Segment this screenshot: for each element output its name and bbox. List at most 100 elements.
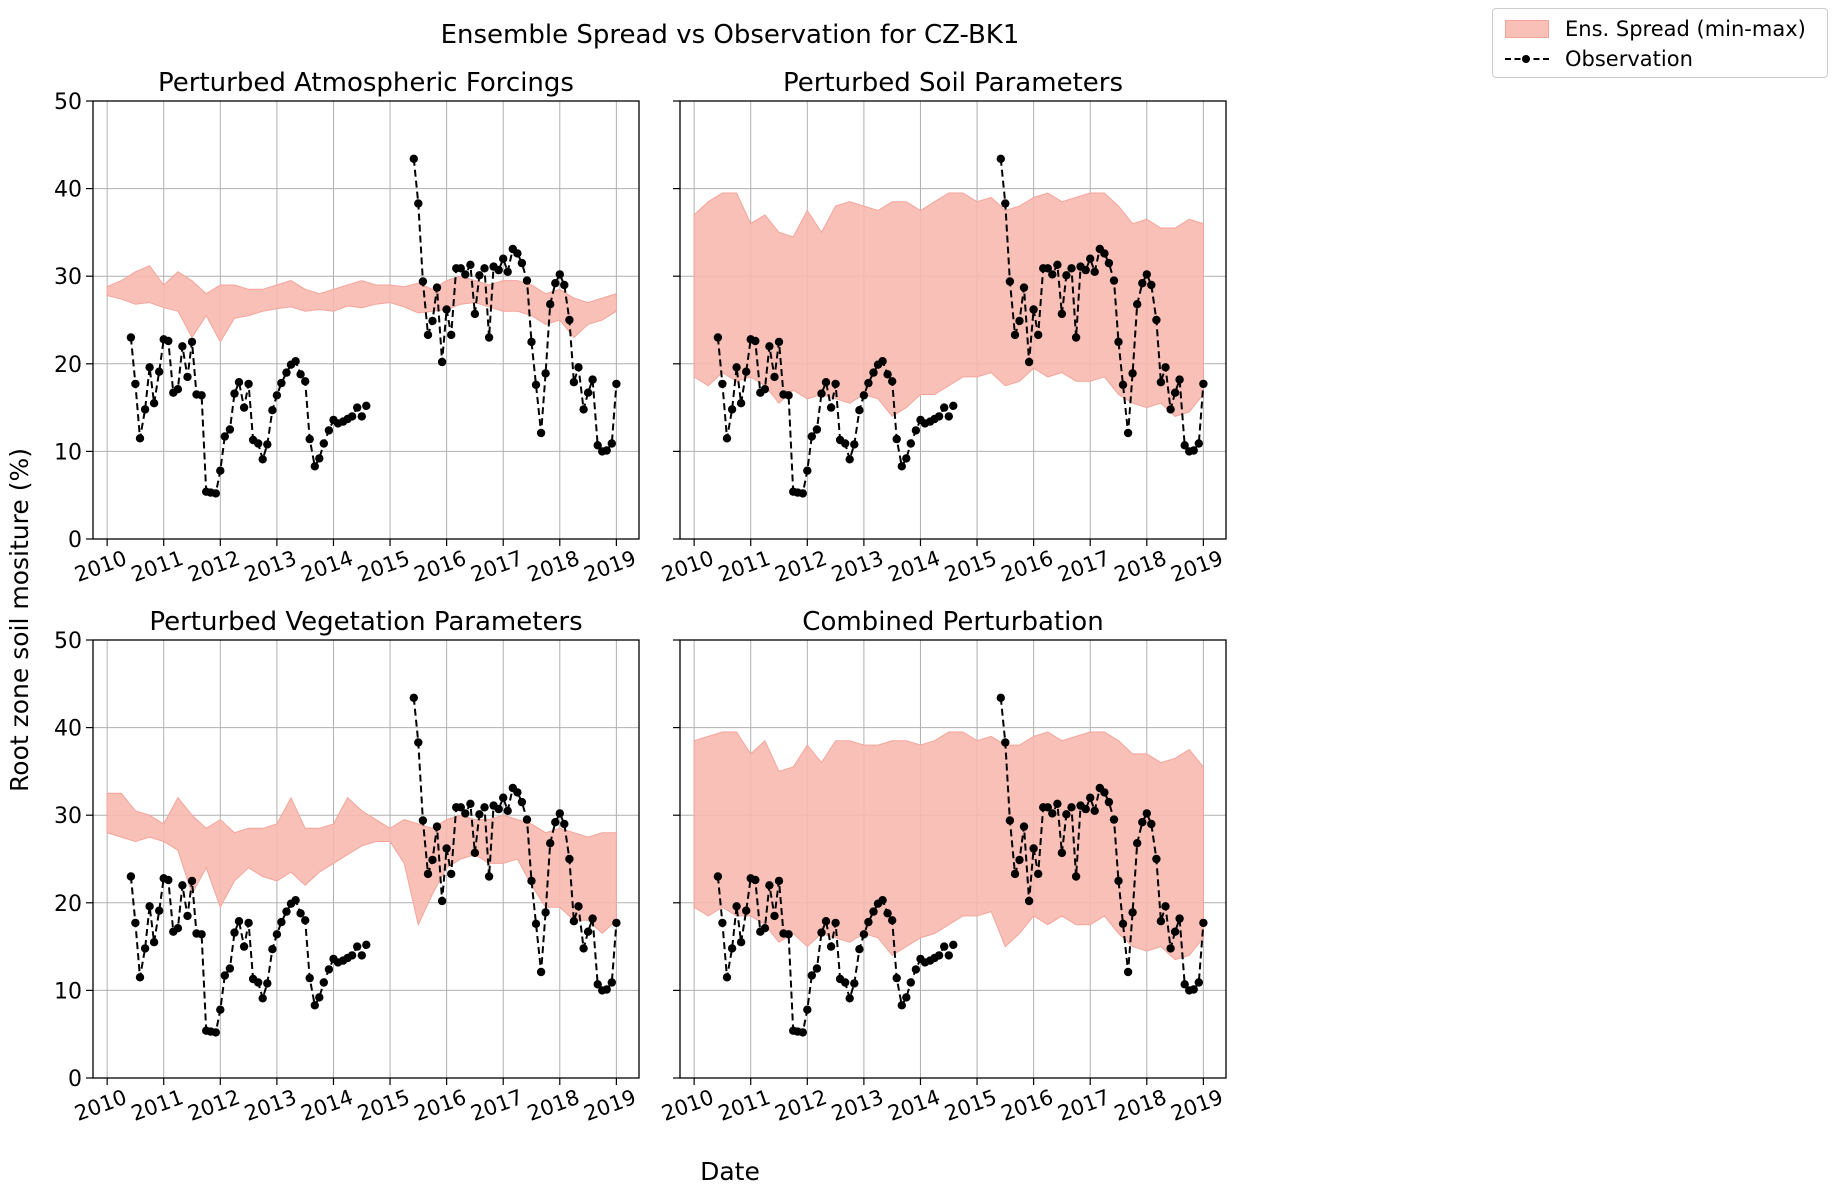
axes-frame bbox=[92, 639, 640, 1079]
x-tick-label: 2017 bbox=[468, 1085, 526, 1126]
observation-point bbox=[1123, 967, 1133, 977]
x-tick-label: 2010 bbox=[659, 546, 717, 587]
observation-point bbox=[1053, 260, 1062, 269]
observation-point bbox=[555, 809, 564, 818]
observation-point bbox=[727, 405, 737, 414]
observation-point bbox=[1180, 980, 1189, 989]
observation-point bbox=[1128, 369, 1137, 378]
observation-point bbox=[178, 342, 187, 351]
observation-point bbox=[807, 432, 816, 441]
observation-point bbox=[140, 944, 150, 953]
observation-point bbox=[803, 466, 812, 475]
panel-title: Perturbed Vegetation Parameters bbox=[149, 607, 582, 637]
observation-point bbox=[414, 199, 423, 208]
ensemble-spread-band bbox=[106, 265, 617, 343]
panel-title: Perturbed Soil Parameters bbox=[783, 68, 1123, 98]
observation-point bbox=[319, 439, 328, 448]
observation-point bbox=[282, 907, 291, 916]
observation-point bbox=[864, 917, 873, 927]
observation-point bbox=[254, 978, 263, 987]
observation-point bbox=[268, 945, 277, 954]
x-tick-label: 2011 bbox=[128, 1085, 186, 1126]
observation-point bbox=[536, 967, 546, 977]
observation-point bbox=[461, 809, 470, 818]
x-tick-label: 2014 bbox=[885, 1085, 943, 1126]
observation-point bbox=[310, 462, 319, 471]
observation-point bbox=[409, 693, 418, 702]
y-tick-label: 10 bbox=[54, 440, 82, 465]
observation-point bbox=[484, 333, 494, 342]
x-tick-label: 2016 bbox=[998, 1085, 1056, 1126]
observation-point bbox=[1062, 810, 1071, 819]
observation-point bbox=[517, 797, 527, 807]
observation-point bbox=[1180, 441, 1189, 450]
observation-point bbox=[301, 916, 310, 925]
x-tick-label: 2015 bbox=[941, 546, 999, 587]
observation-point bbox=[602, 446, 611, 455]
observation-point bbox=[1010, 869, 1020, 879]
observation-point bbox=[263, 440, 272, 449]
observation-point bbox=[1152, 854, 1161, 864]
observation-point bbox=[187, 876, 197, 886]
observation-point bbox=[1109, 276, 1119, 285]
observation-point bbox=[1166, 944, 1175, 953]
observation-point bbox=[183, 911, 192, 921]
x-tick-label: 2016 bbox=[411, 546, 469, 587]
observation-point bbox=[437, 357, 447, 367]
observation-point bbox=[531, 380, 541, 389]
observation-point bbox=[602, 985, 611, 994]
observation-point bbox=[1024, 357, 1034, 367]
observation-point bbox=[855, 406, 864, 415]
observation-point bbox=[1156, 917, 1166, 926]
observation-point bbox=[551, 818, 560, 827]
x-tick-label: 2011 bbox=[715, 546, 773, 587]
x-tick-label: 2014 bbox=[298, 546, 356, 587]
observation-point bbox=[517, 258, 527, 268]
observation-point bbox=[1057, 848, 1067, 858]
observation-point bbox=[546, 300, 555, 309]
x-tick-label: 2013 bbox=[241, 1085, 299, 1126]
observation-point bbox=[612, 379, 621, 389]
observation-point bbox=[859, 391, 869, 400]
observation-point bbox=[798, 489, 807, 498]
observation-point bbox=[466, 799, 475, 808]
panel-perturbed-soil-parameters: 2010201120122013201420152016201720182019… bbox=[659, 68, 1227, 587]
observation-point bbox=[277, 378, 286, 388]
observation-point bbox=[859, 930, 869, 939]
observation-point bbox=[1123, 428, 1133, 438]
observation-point bbox=[149, 399, 159, 408]
x-tick-label: 2019 bbox=[1168, 546, 1226, 587]
observation-point bbox=[1048, 809, 1057, 818]
observation-point bbox=[593, 441, 602, 450]
observation-point bbox=[428, 316, 437, 326]
observation-point bbox=[774, 876, 784, 886]
observation-point bbox=[897, 1001, 906, 1010]
observation-point bbox=[268, 406, 277, 415]
observation-point bbox=[499, 254, 508, 263]
x-tick-label: 2017 bbox=[1055, 1085, 1113, 1126]
observation-point bbox=[1138, 279, 1147, 288]
observation-point bbox=[1081, 265, 1090, 275]
observation-point bbox=[480, 803, 489, 812]
observation-point bbox=[541, 908, 550, 917]
observation-point bbox=[883, 370, 892, 379]
observation-point bbox=[305, 973, 314, 983]
observation-point bbox=[911, 965, 921, 974]
observation-point bbox=[1024, 896, 1034, 906]
observation-point bbox=[803, 1005, 812, 1014]
observation-point bbox=[949, 401, 958, 410]
observation-point bbox=[353, 403, 362, 412]
observation-point bbox=[296, 370, 305, 379]
x-tick-label: 2012 bbox=[772, 1085, 830, 1126]
observation-point bbox=[239, 403, 249, 412]
observation-point bbox=[732, 363, 741, 372]
observation-point bbox=[906, 439, 915, 448]
observation-point bbox=[324, 965, 334, 974]
observation-point bbox=[892, 973, 901, 983]
observation-point bbox=[855, 945, 864, 954]
x-tick-label: 2013 bbox=[828, 1085, 886, 1126]
observation-point bbox=[588, 914, 597, 923]
observation-point bbox=[432, 283, 442, 292]
observation-point bbox=[282, 368, 291, 377]
observation-point bbox=[1118, 380, 1128, 389]
